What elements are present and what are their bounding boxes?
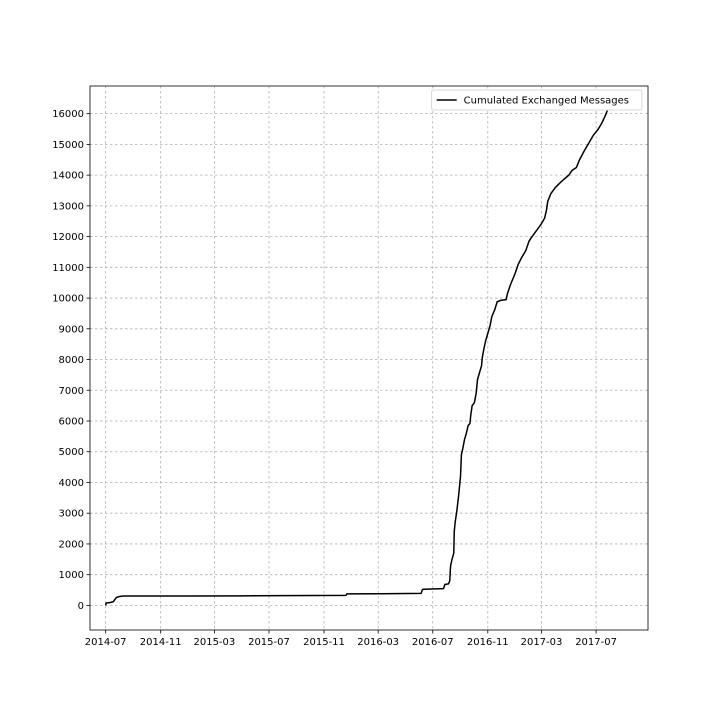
y-tick-label: 11000 [52,263,84,274]
y-tick-label: 1000 [59,570,84,581]
x-tick-label: 2016-11 [467,637,509,648]
x-tick-label: 2014-11 [140,637,182,648]
x-tick-label: 2015-07 [248,637,290,648]
y-tick-label: 16000 [52,109,84,120]
y-tick-label: 2000 [59,539,84,550]
x-tick-label: 2017-07 [575,637,617,648]
y-tick-label: 7000 [59,386,84,397]
y-tick-label: 15000 [52,140,84,151]
grid-lines [90,86,648,630]
y-axis: 0 1000 2000 3000 4000 5000 6000 7000 8000 9000 100… [52,109,90,612]
y-tick-label: 9000 [59,324,84,335]
y-tick-label: 0 [78,601,84,612]
x-tick-label: 2016-07 [412,637,454,648]
y-tick-label: 5000 [59,447,84,458]
legend-label: Cumulated Exchanged Messages [464,96,629,107]
x-tick-label: 2014-07 [85,637,127,648]
series-layer [104,110,608,606]
y-tick-label: 14000 [52,171,84,182]
y-tick-label: 4000 [59,478,84,489]
legend-box [431,89,643,111]
legend: Cumulated Exchanged Messages [431,89,643,111]
y-tick-label: 10000 [52,294,84,305]
plot-frame [89,85,649,631]
y-tick-label: 6000 [59,417,84,428]
x-tick-label: 2015-11 [303,637,345,648]
y-tick-label: 8000 [59,355,84,366]
x-tick-label: 2017-03 [521,637,563,648]
y-tick-label: 3000 [59,509,84,520]
series-line [104,110,608,606]
x-axis: 2014-07 2014-11 2015-03 2015-07 2015-11 2016-… [85,630,617,648]
x-tick-label: 2015-03 [193,637,235,648]
x-tick-label: 2016-03 [357,637,399,648]
y-tick-label: 12000 [52,232,84,243]
y-tick-label: 13000 [52,201,84,212]
